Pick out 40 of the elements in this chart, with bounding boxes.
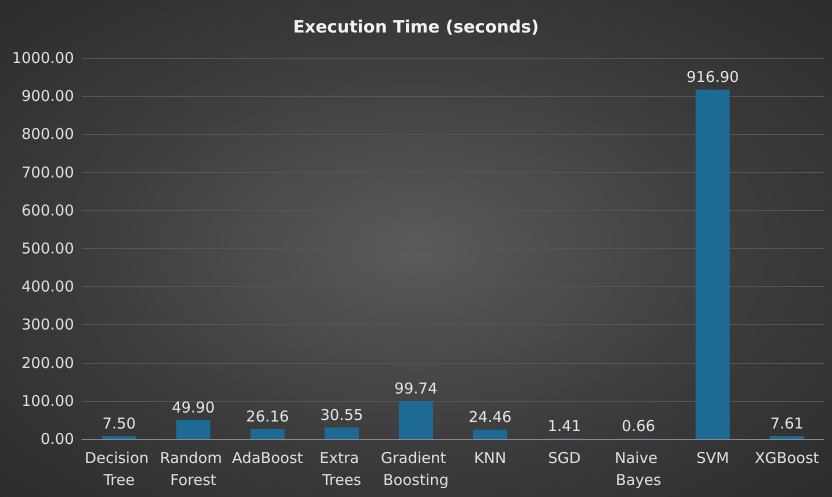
y-tick-label: 500.00 xyxy=(22,240,74,258)
bar xyxy=(398,401,433,439)
bar xyxy=(324,427,359,439)
x-tick-label: Naive Bayes xyxy=(614,449,662,489)
y-tick-label: 300.00 xyxy=(22,316,74,334)
data-label: 7.50 xyxy=(102,414,136,433)
bar xyxy=(250,429,285,439)
data-label: 99.74 xyxy=(394,380,438,398)
x-tick-label: SGD xyxy=(548,449,581,467)
data-label: 24.46 xyxy=(468,408,512,426)
bar xyxy=(473,430,508,439)
bar xyxy=(176,420,210,439)
y-tick-label: 800.00 xyxy=(22,125,74,144)
bar xyxy=(102,436,136,439)
data-label: 30.55 xyxy=(320,406,364,424)
data-label: 916.90 xyxy=(686,68,739,86)
bar xyxy=(770,436,804,439)
data-label: 7.61 xyxy=(770,414,804,433)
x-tick-label: KNN xyxy=(474,449,506,467)
y-tick-label: 100.00 xyxy=(22,392,74,410)
x-tick-label: AdaBoost xyxy=(232,449,304,467)
x-tick-label: SVM xyxy=(696,449,730,467)
y-tick-label: 1000.00 xyxy=(12,49,74,67)
x-tick-label: Gradient Boosting xyxy=(380,449,451,489)
data-label: 1.41 xyxy=(548,416,582,435)
chart-title: Execution Time (seconds) xyxy=(293,18,539,38)
x-tick-label: Extra Trees xyxy=(320,449,364,489)
y-tick-label: 0.00 xyxy=(40,430,74,448)
y-tick-label: 900.00 xyxy=(22,87,74,106)
x-tick-label: Random Forest xyxy=(160,449,227,489)
data-label: 26.16 xyxy=(246,408,289,426)
y-tick-label: 700.00 xyxy=(22,163,74,182)
data-label: 49.90 xyxy=(172,398,215,416)
y-tick-label: 600.00 xyxy=(22,201,74,220)
y-tick-label: 400.00 xyxy=(22,278,74,296)
x-tick-label: Decision Tree xyxy=(84,449,154,489)
bar xyxy=(696,90,730,439)
y-tick-label: 200.00 xyxy=(22,354,74,372)
data-label: 0.66 xyxy=(622,417,656,436)
x-tick-label: XGBoost xyxy=(754,449,820,467)
